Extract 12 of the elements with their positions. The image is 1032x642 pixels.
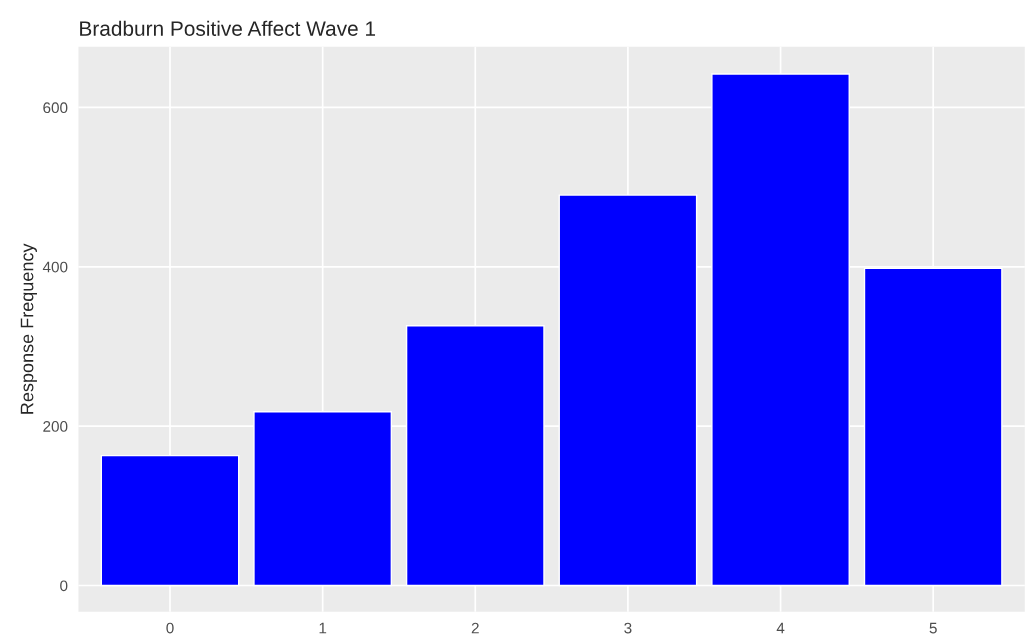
chart-title: Bradburn Positive Affect Wave 1 [80, 20, 376, 36]
x-tick-label: 5 [929, 622, 937, 634]
y-tick-label: 200 [43, 421, 68, 432]
x-tick-label: 4 [776, 622, 785, 634]
y-tick-label: 400 [42, 261, 68, 273]
y-tick-label: 0 [60, 580, 68, 592]
y-tick-label: 600 [43, 102, 68, 114]
x-tick-label: 3 [624, 622, 632, 634]
x-tick-label: 0 [166, 622, 174, 634]
x-tick-label: 1 [319, 622, 327, 634]
y-axis-title: Response Frequency [20, 243, 37, 414]
x-tick-label: 2 [471, 622, 479, 634]
